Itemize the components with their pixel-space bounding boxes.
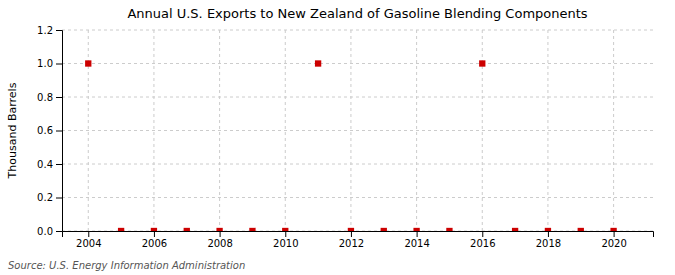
- tick: 2020: [601, 231, 626, 249]
- axis-line: [63, 232, 654, 238]
- tick-label: 2014: [404, 238, 429, 249]
- tick: 0.6: [37, 125, 62, 136]
- point: [446, 228, 452, 231]
- point: [610, 228, 616, 231]
- point: [184, 228, 190, 231]
- grid-line: [613, 30, 614, 231]
- tick-label: 2012: [339, 238, 364, 249]
- point: [216, 228, 222, 231]
- tick-mark: [56, 97, 62, 98]
- tick-label: 0.6: [37, 125, 53, 136]
- tick-mark: [417, 231, 418, 237]
- tick-mark: [56, 30, 62, 31]
- tick-mark: [154, 231, 155, 237]
- tick-mark: [614, 231, 615, 237]
- tick-label: 2010: [273, 238, 298, 249]
- y-axis: 0.0 0.2 0.4 0.6 0.8 1.0 1.2: [37, 25, 62, 237]
- tick: 0.8: [37, 92, 62, 103]
- tick-mark: [56, 131, 62, 132]
- tick: 1.2: [37, 25, 62, 36]
- axis-line: [56, 31, 63, 232]
- tick-mark: [56, 231, 62, 232]
- grid-line: [62, 164, 653, 165]
- grid-line: [62, 97, 653, 98]
- tick: 2012: [339, 231, 364, 249]
- tick-mark: [56, 164, 62, 165]
- tick: 2006: [142, 231, 167, 249]
- tick-label: 0.4: [37, 159, 53, 170]
- tick-label: 2006: [142, 238, 167, 249]
- tick-mark: [56, 198, 62, 199]
- point: [381, 228, 387, 231]
- point: [118, 228, 124, 231]
- tick-label: 1.2: [37, 25, 53, 36]
- tick: 0.0: [37, 226, 62, 237]
- tick-mark: [220, 231, 221, 237]
- point: [249, 228, 255, 231]
- point: [578, 228, 584, 231]
- x-axis: 2004 2006 2008 2010 2012 2014 2016 2018 2020: [63, 231, 654, 249]
- tick-mark: [351, 231, 352, 237]
- point: [413, 228, 419, 231]
- tick: 2016: [470, 231, 495, 249]
- point: [85, 60, 91, 66]
- tick-mark: [482, 231, 483, 237]
- tick: 0.2: [37, 192, 62, 203]
- title: Annual U.S. Exports to New Zealand of Ga…: [127, 6, 587, 21]
- tick-mark: [88, 231, 89, 237]
- grid: [62, 30, 653, 231]
- source: Source: U.S. Energy Information Administ…: [8, 260, 245, 271]
- tick-label: 0.2: [37, 192, 53, 203]
- tick-mark: [285, 231, 286, 237]
- grid-line: [62, 130, 653, 131]
- tick: 2008: [207, 231, 232, 249]
- tick: 2018: [536, 231, 561, 249]
- chart: 2004200620082010201220142016201820200.00…: [0, 0, 675, 275]
- tick-label: 2020: [601, 238, 626, 249]
- points: [85, 60, 617, 231]
- tick: 1.0: [37, 58, 62, 69]
- point: [545, 228, 551, 231]
- tick-mark: [56, 64, 62, 65]
- tick-label: 2004: [76, 238, 101, 249]
- grid-line: [62, 197, 653, 198]
- point: [315, 60, 321, 66]
- tick: 2004: [76, 231, 101, 249]
- tick-label: 2016: [470, 238, 495, 249]
- tick: 2010: [273, 231, 298, 249]
- point: [348, 228, 354, 231]
- tick-label: 2008: [207, 238, 232, 249]
- y-axis-label: Thousand Barrels: [6, 82, 19, 179]
- point: [512, 228, 518, 231]
- tick-label: 0.8: [37, 92, 53, 103]
- tick: 2014: [404, 231, 429, 249]
- point: [479, 60, 485, 66]
- tick-mark: [548, 231, 549, 237]
- tick: 0.4: [37, 159, 62, 170]
- tick-label: 1.0: [37, 58, 53, 69]
- tick-label: 0.0: [37, 226, 53, 237]
- grid-line: [62, 63, 653, 64]
- tick-label: 2018: [536, 238, 561, 249]
- point: [151, 228, 157, 231]
- point: [282, 228, 288, 231]
- grid-line: [62, 30, 653, 31]
- plot: 2004200620082010201220142016201820200.00…: [37, 25, 653, 249]
